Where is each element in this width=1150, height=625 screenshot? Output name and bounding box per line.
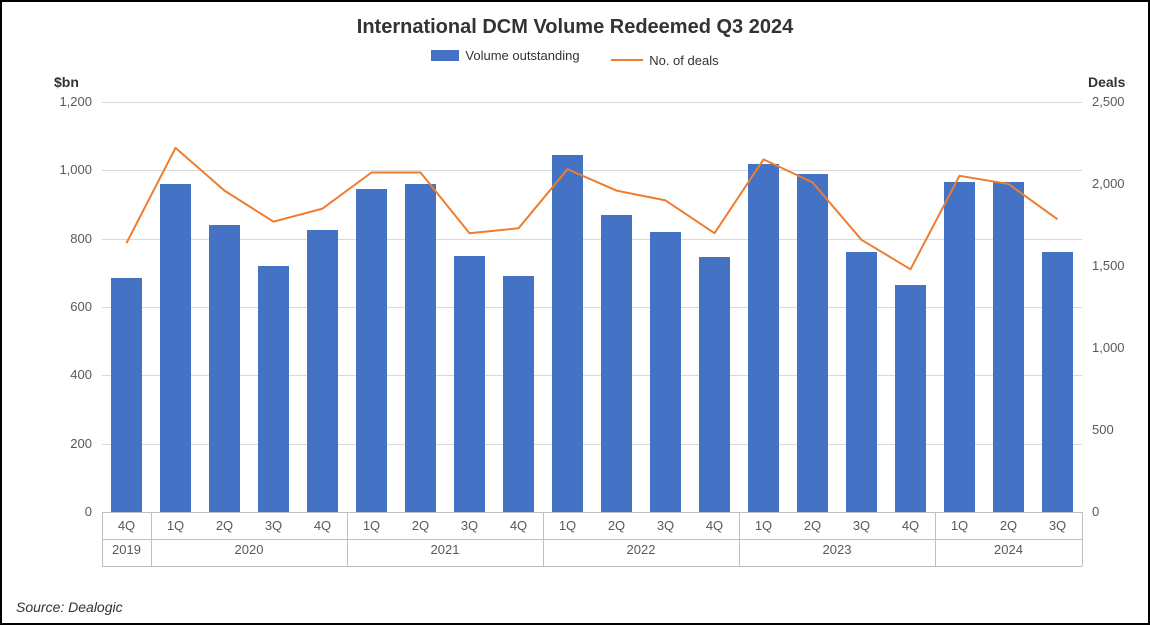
- x-year-label: 2020: [151, 542, 347, 557]
- plot-area: [102, 102, 1082, 512]
- x-quarter-label: 2Q: [788, 518, 837, 533]
- legend-label-line: No. of deals: [649, 53, 718, 68]
- x-quarter-label: 1Q: [543, 518, 592, 533]
- x-quarter-label: 4Q: [494, 518, 543, 533]
- x-quarter-label: 1Q: [935, 518, 984, 533]
- x-bottom-line: [102, 566, 1082, 567]
- x-mid-line: [102, 539, 1082, 540]
- chart-title: International DCM Volume Redeemed Q3 202…: [2, 16, 1148, 39]
- x-year-label: 2019: [102, 542, 151, 557]
- y-left-tick: 1,000: [2, 162, 92, 177]
- y-left-title: $bn: [54, 74, 79, 90]
- x-quarter-label: 4Q: [102, 518, 151, 533]
- legend-swatch-bar: [431, 50, 459, 61]
- y-left-tick: 600: [2, 299, 92, 314]
- x-year-label: 2021: [347, 542, 543, 557]
- x-quarter-label: 2Q: [984, 518, 1033, 533]
- x-quarter-label: 4Q: [690, 518, 739, 533]
- legend-item-line: No. of deals: [611, 53, 718, 68]
- x-quarter-label: 3Q: [445, 518, 494, 533]
- y-left-tick: 1,200: [2, 94, 92, 109]
- y-left-tick: 800: [2, 231, 92, 246]
- y-right-tick: 1,000: [1092, 340, 1125, 355]
- x-year-label: 2024: [935, 542, 1082, 557]
- source-label: Source: Dealogic: [16, 599, 123, 615]
- y-right-tick: 500: [1092, 422, 1114, 437]
- x-year-label: 2022: [543, 542, 739, 557]
- y-left-tick: 200: [2, 436, 92, 451]
- x-quarter-label: 4Q: [298, 518, 347, 533]
- x-quarter-label: 2Q: [396, 518, 445, 533]
- legend-label-bar: Volume outstanding: [465, 48, 579, 63]
- chart-frame: International DCM Volume Redeemed Q3 202…: [0, 0, 1150, 625]
- x-quarter-label: 2Q: [592, 518, 641, 533]
- legend-item-bar: Volume outstanding: [431, 48, 579, 63]
- x-quarter-label: 3Q: [249, 518, 298, 533]
- x-quarter-label: 3Q: [1033, 518, 1082, 533]
- line-series: [102, 102, 1082, 512]
- y-left-tick: 0: [2, 504, 92, 519]
- x-quarter-label: 4Q: [886, 518, 935, 533]
- x-group-separator: [1082, 512, 1083, 566]
- y-right-title: Deals: [1088, 74, 1125, 90]
- x-year-label: 2023: [739, 542, 935, 557]
- x-quarter-label: 3Q: [641, 518, 690, 533]
- y-right-tick: 2,500: [1092, 94, 1125, 109]
- y-right-tick: 2,000: [1092, 176, 1125, 191]
- x-quarter-label: 2Q: [200, 518, 249, 533]
- x-quarter-label: 1Q: [739, 518, 788, 533]
- y-right-tick: 0: [1092, 504, 1099, 519]
- x-quarter-label: 1Q: [151, 518, 200, 533]
- legend: Volume outstanding No. of deals: [2, 48, 1148, 68]
- y-left-tick: 400: [2, 367, 92, 382]
- x-quarter-label: 1Q: [347, 518, 396, 533]
- y-right-tick: 1,500: [1092, 258, 1125, 273]
- legend-swatch-line: [611, 59, 643, 61]
- x-quarter-label: 3Q: [837, 518, 886, 533]
